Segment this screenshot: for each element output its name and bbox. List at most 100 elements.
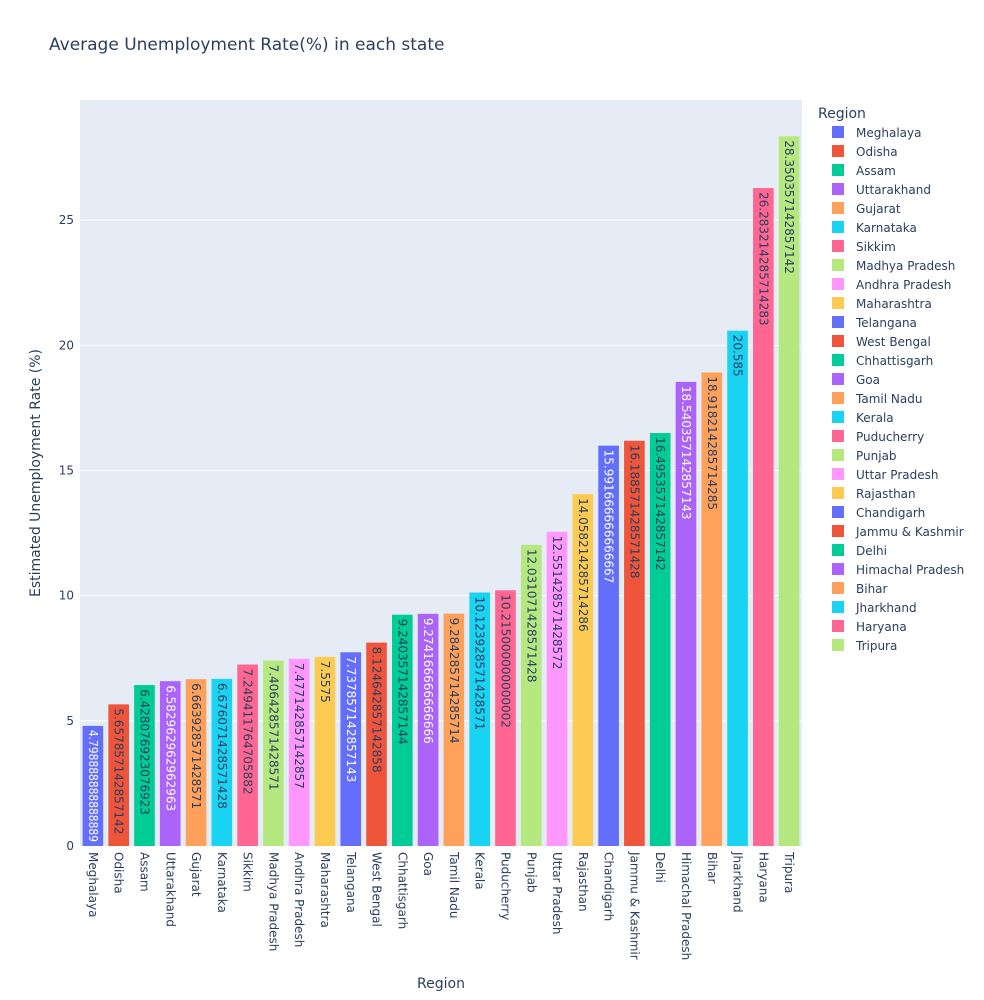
bar-himachal-pradesh	[675, 381, 697, 846]
legend-item-uttarakhand[interactable]: Uttarakhand	[856, 183, 931, 197]
bar-uttar-pradesh	[546, 531, 568, 846]
x-axis-ticks: Meghalaya Odisha Assam Uttarakhand Gujarat Ka…	[86, 851, 796, 960]
bar-value-label-delhi: 16.495357142857142	[653, 437, 667, 571]
y-tick-label-20: 20	[59, 338, 74, 352]
legend-item-himachal-pradesh[interactable]: Himachal Pradesh	[856, 563, 964, 577]
legend-swatch-himachal-pradesh[interactable]	[832, 563, 844, 575]
legend-item-tamil-nadu[interactable]: Tamil Nadu	[855, 392, 922, 406]
bar-puducherry	[495, 590, 516, 846]
legend-item-punjab[interactable]: Punjab	[856, 449, 897, 463]
bar-haryana	[753, 188, 774, 846]
legend-swatch-telangana[interactable]	[832, 316, 844, 328]
x-tick-label-uttarakhand: Uttarakhand	[163, 852, 177, 927]
legend-item-haryana[interactable]: Haryana	[856, 620, 907, 634]
legend-item-west-bengal[interactable]: West Bengal	[856, 335, 931, 349]
legend-swatch-uttarakhand[interactable]	[832, 183, 844, 195]
bar-value-label-madhya-pradesh: 7.406428571428571	[266, 665, 280, 791]
legend-swatch-tripura[interactable]	[832, 639, 844, 651]
x-tick-label-uttar-pradesh: Uttar Pradesh	[550, 852, 564, 934]
x-tick-label-tamil-nadu: Tamil Nadu	[447, 851, 461, 918]
legend-item-assam[interactable]: Assam	[856, 164, 896, 178]
legend-swatch-jammu-and-kashmir[interactable]	[832, 525, 844, 537]
bar-maharashtra	[314, 656, 336, 846]
legend-item-chandigarh[interactable]: Chandigarh	[856, 506, 925, 520]
legend-swatch-odisha[interactable]	[832, 145, 844, 157]
legend-swatch-jharkhand[interactable]	[832, 601, 844, 613]
legend-item-uttar-pradesh[interactable]: Uttar Pradesh	[856, 468, 938, 482]
bar-value-label-telangana: 7.737857142857143	[344, 656, 358, 782]
legend-swatch-chhattisgarh[interactable]	[832, 354, 844, 366]
bar-chandigarh	[598, 445, 619, 846]
legend-swatch-rajasthan[interactable]	[832, 487, 844, 499]
legend-swatch-tamil-nadu[interactable]	[832, 392, 844, 404]
x-tick-label-odisha: Odisha	[112, 852, 126, 894]
legend-swatch-haryana[interactable]	[832, 620, 844, 632]
bar-value-label-haryana: 26.283214285714283	[756, 192, 770, 326]
legend-swatch-meghalaya[interactable]	[832, 126, 844, 138]
legend-item-meghalaya[interactable]: Meghalaya	[856, 126, 921, 140]
legend-swatch-punjab[interactable]	[832, 449, 844, 461]
bar-odisha	[108, 704, 129, 846]
x-tick-label-meghalaya: Meghalaya	[86, 852, 100, 917]
legend-item-telangana[interactable]: Telangana	[855, 316, 917, 330]
legend-swatch-madhya-pradesh[interactable]	[832, 259, 844, 271]
legend-swatch-gujarat[interactable]	[832, 202, 844, 214]
legend-item-rajasthan[interactable]: Rajasthan	[856, 487, 916, 501]
bar-kerala	[469, 592, 490, 846]
legend-swatch-maharashtra[interactable]	[832, 297, 844, 309]
legend-item-karnataka[interactable]: Karnataka	[856, 221, 917, 235]
x-tick-label-punjab: Punjab	[524, 852, 538, 893]
legend-swatch-kerala[interactable]	[832, 411, 844, 423]
x-tick-label-rajasthan: Rajasthan	[576, 852, 590, 912]
legend-item-kerala[interactable]: Kerala	[856, 411, 894, 425]
legend-swatch-assam[interactable]	[832, 164, 844, 176]
legend-item-jammu-and-kashmir[interactable]: Jammu & Kashmir	[855, 525, 964, 539]
legend-swatch-karnataka[interactable]	[832, 221, 844, 233]
legend-item-puducherry[interactable]: Puducherry	[856, 430, 924, 444]
y-tick-label-25: 25	[59, 213, 74, 227]
bar-value-label-rajasthan: 14.058214285714286	[576, 498, 590, 632]
bar-andhra-pradesh	[288, 658, 310, 846]
x-tick-label-gujarat: Gujarat	[189, 852, 203, 897]
legend-swatch-sikkim[interactable]	[832, 240, 844, 252]
legend-swatch-delhi[interactable]	[832, 544, 844, 556]
legend-item-goa[interactable]: Goa	[856, 373, 880, 387]
x-tick-label-maharashtra: Maharashtra	[318, 852, 332, 928]
legend-item-chhattisgarh[interactable]: Chhattisgarh	[856, 354, 933, 368]
bar-value-label-andhra-pradesh: 7.477142857142857	[292, 663, 306, 789]
legend-item-tripura[interactable]: Tripura	[855, 639, 897, 653]
legend: Region Meghalaya Odisha Assam Uttarakhand Gu…	[818, 106, 964, 653]
bar-rajasthan	[572, 494, 594, 846]
legend-item-maharashtra[interactable]: Maharashtra	[856, 297, 932, 311]
x-tick-label-haryana: Haryana	[756, 852, 770, 903]
bar-delhi	[649, 433, 671, 846]
legend-item-bihar[interactable]: Bihar	[856, 582, 888, 596]
legend-swatch-puducherry[interactable]	[832, 430, 844, 442]
legend-item-delhi[interactable]: Delhi	[856, 544, 887, 558]
legend-item-madhya-pradesh[interactable]: Madhya Pradesh	[856, 259, 955, 273]
legend-item-odisha[interactable]: Odisha	[856, 145, 898, 159]
legend-swatch-goa[interactable]	[832, 373, 844, 385]
legend-swatch-uttar-pradesh[interactable]	[832, 468, 844, 480]
bar-value-label-jharkhand: 20.585	[731, 335, 745, 377]
legend-item-sikkim[interactable]: Sikkim	[856, 240, 896, 254]
bar-telangana	[340, 652, 362, 846]
legend-swatch-bihar[interactable]	[832, 582, 844, 594]
bar-value-label-meghalaya: 4.798888888888889	[86, 730, 100, 842]
bar-value-label-tamil-nadu: 9.284285714285714	[447, 618, 461, 744]
x-tick-label-chhattisgarh: Chhattisgarh	[395, 852, 409, 929]
legend-swatch-andhra-pradesh[interactable]	[832, 278, 844, 290]
legend-item-jharkhand[interactable]: Jharkhand	[855, 601, 917, 615]
legend-swatch-chandigarh[interactable]	[832, 506, 844, 518]
legend-item-andhra-pradesh[interactable]: Andhra Pradesh	[856, 278, 951, 292]
bar-value-label-sikkim: 7.249411764705882	[241, 669, 255, 795]
x-tick-label-delhi: Delhi	[653, 852, 667, 883]
y-tick-label-10: 10	[59, 589, 74, 603]
x-tick-label-puducherry: Puducherry	[498, 852, 512, 920]
x-tick-label-jharkhand: Jharkhand	[731, 851, 745, 913]
x-tick-label-telangana: Telangana	[344, 851, 358, 913]
x-axis-title: Region	[417, 976, 465, 992]
legend-item-gujarat[interactable]: Gujarat	[856, 202, 901, 216]
legend-swatch-west-bengal[interactable]	[832, 335, 844, 347]
